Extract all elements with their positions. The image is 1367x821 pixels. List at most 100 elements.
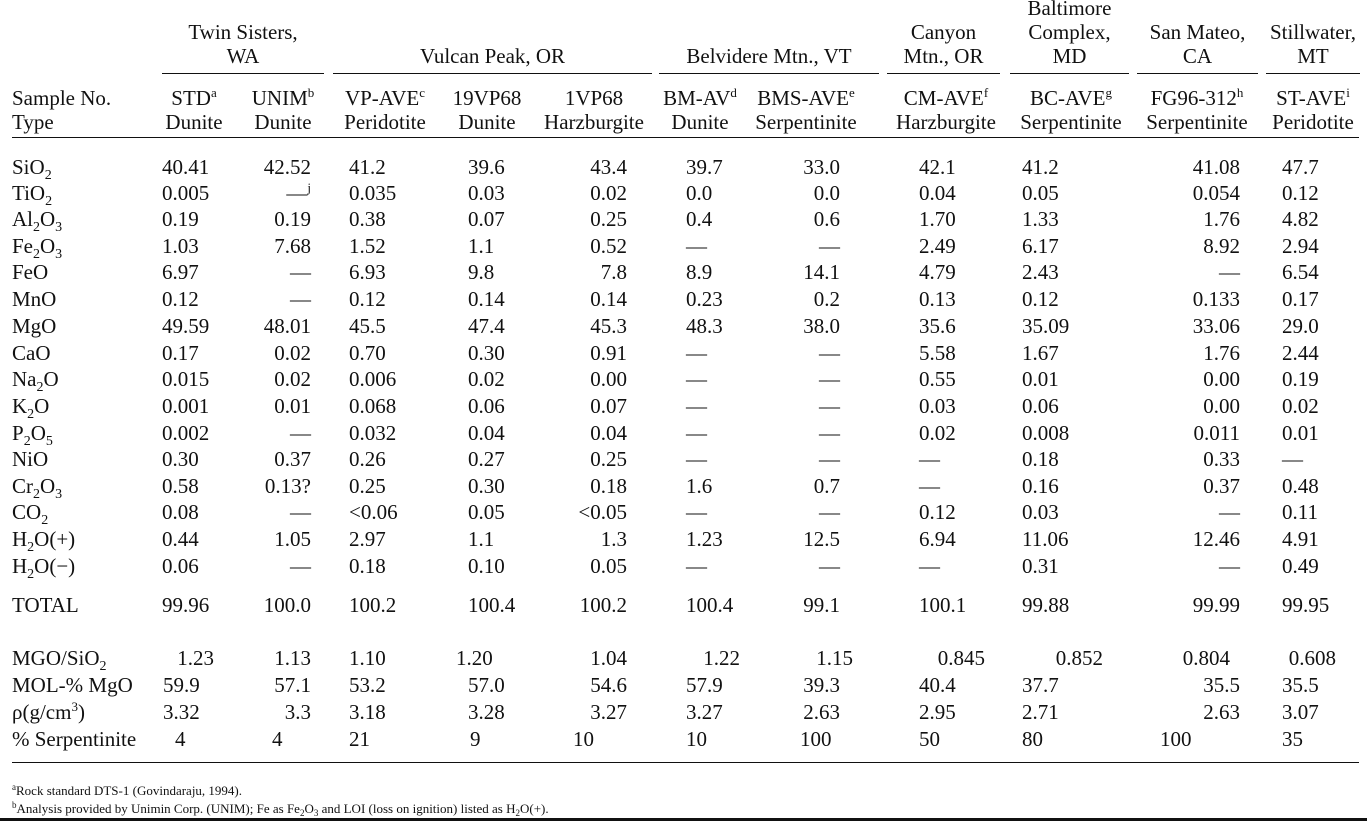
table-cell: 0.015 — [162, 367, 210, 391]
table-cell: 0.07 — [468, 207, 505, 231]
group-header: Twin Sisters, WA — [188, 20, 298, 68]
table-cell: 0.006 — [349, 367, 397, 391]
table-cell: 7.68 — [274, 234, 311, 258]
footnote: bAnalysis provided by Unimin Corp. (UNIM… — [12, 800, 549, 818]
table-cell: 0.00 — [590, 367, 627, 391]
table-cell: — — [919, 447, 940, 471]
table-cell: — — [819, 234, 840, 258]
derived-label: % Serpentinite — [12, 727, 137, 751]
total-cell: 100.2 — [349, 593, 397, 617]
header-rule — [12, 137, 1359, 138]
group-underline — [1137, 73, 1258, 74]
derived-cell: 39.3 — [803, 673, 840, 697]
table-cell: 6.93 — [349, 260, 386, 284]
table-cell: — — [819, 367, 840, 391]
sample-id: VP-AVEc — [344, 85, 426, 110]
table-cell: 0.25 — [590, 207, 627, 231]
table-cell: — — [819, 394, 840, 418]
table-cell: — — [686, 394, 707, 418]
rock-type: Dunite — [165, 110, 223, 134]
sample-id: BC-AVEg — [1030, 85, 1112, 110]
table-cell: 45.3 — [590, 314, 627, 338]
table-cell: 0.02 — [590, 181, 627, 205]
group-header: Vulcan Peak, OR — [419, 44, 566, 68]
oxide-label: Cr2O3 — [12, 474, 63, 502]
table-cell: 0.03 — [1022, 500, 1059, 524]
table-cell: — — [819, 421, 840, 445]
table-cell: — — [290, 421, 311, 445]
derived-cell: 0.852 — [1055, 646, 1103, 670]
derived-cell: 3.27 — [686, 700, 723, 724]
derived-cell: 3.07 — [1282, 700, 1319, 724]
table-cell: 12.5 — [803, 527, 840, 551]
group-header: Canyon Mtn., OR — [903, 20, 984, 68]
sample-no-label: Sample No. — [12, 86, 112, 110]
derived-cell: 3.3 — [284, 700, 311, 724]
derived-cell: 35.5 — [1203, 673, 1240, 697]
table-cell: 35.6 — [919, 314, 956, 338]
table-cell: 0.12 — [162, 287, 199, 311]
table-cell: 42.1 — [919, 155, 956, 179]
rock-type: Harzburgite — [896, 110, 996, 134]
table-cell: 5.58 — [919, 341, 956, 365]
table-cell: 0.07 — [590, 394, 627, 418]
total-cell: 100.4 — [468, 593, 516, 617]
derived-cell: 100 — [800, 727, 832, 751]
total-cell: 99.88 — [1022, 593, 1070, 617]
derived-cell: 53.2 — [349, 673, 386, 697]
oxide-label: P2O5 — [12, 421, 53, 449]
derived-cell: 2.95 — [919, 700, 956, 724]
footnote: aRock standard DTS-1 (Govindaraju, 1994)… — [12, 782, 243, 799]
derived-cell: 9 — [470, 727, 481, 751]
derived-cell: 50 — [919, 727, 940, 751]
table-cell: 0.08 — [162, 500, 199, 524]
table-cell: 0.12 — [919, 500, 956, 524]
oxide-label: Fe2O3 — [12, 234, 63, 262]
table-cell: 0.02 — [919, 421, 956, 445]
table-cell: 7.8 — [600, 260, 627, 284]
table-cell: 0.133 — [1192, 287, 1240, 311]
table-cell: 0.0 — [686, 181, 713, 205]
table-cell: —j — [286, 180, 311, 205]
table-cell: 48.3 — [686, 314, 723, 338]
table-cell: 33.06 — [1192, 314, 1240, 338]
table-cell: 0.2 — [813, 287, 840, 311]
table-cell: 0.02 — [274, 341, 311, 365]
derived-cell: 1.23 — [177, 646, 214, 670]
oxide-label: Al2O3 — [12, 207, 63, 235]
table-cell: 6.94 — [919, 527, 956, 551]
group-header: Belvidere Mtn., VT — [686, 44, 852, 68]
table-cell: — — [1219, 260, 1240, 284]
table-cell: 0.19 — [274, 207, 311, 231]
oxide-label: Na2O — [12, 367, 59, 395]
oxide-label: CaO — [12, 341, 51, 365]
table-cell: 0.068 — [349, 394, 397, 418]
table-cell: 0.58 — [162, 474, 199, 498]
table-cell: 0.6 — [813, 207, 840, 231]
derived-cell: 2.63 — [803, 700, 840, 724]
table-cell: 0.04 — [590, 421, 627, 445]
table-cell: 1.33 — [1022, 207, 1059, 231]
sample-id: CM-AVEf — [903, 85, 989, 110]
table-cell: 0.12 — [349, 287, 386, 311]
table-cell: 0.70 — [349, 341, 386, 365]
table-cell: 0.04 — [468, 421, 505, 445]
table-cell: 0.52 — [590, 234, 627, 258]
table-cell: 41.08 — [1192, 155, 1240, 179]
table-cell: — — [1219, 554, 1240, 578]
sample-id: 19VP68 — [452, 86, 522, 110]
rock-type: Dunite — [458, 110, 516, 134]
table-cell: 11.06 — [1022, 527, 1069, 551]
table-cell: 33.0 — [803, 155, 840, 179]
table-cell: 4.91 — [1282, 527, 1319, 551]
oxide-label: K2O — [12, 394, 50, 422]
table-cell: — — [819, 341, 840, 365]
table-cell: 39.6 — [468, 155, 505, 179]
type-label: Type — [12, 110, 54, 134]
table-cell: 0.13? — [264, 474, 311, 498]
table-cell: — — [919, 474, 940, 498]
table-cell: 0.4 — [686, 207, 713, 231]
derived-cell: 80 — [1022, 727, 1043, 751]
derived-cell: 1.10 — [349, 646, 386, 670]
derived-cell: 0.804 — [1182, 646, 1230, 670]
